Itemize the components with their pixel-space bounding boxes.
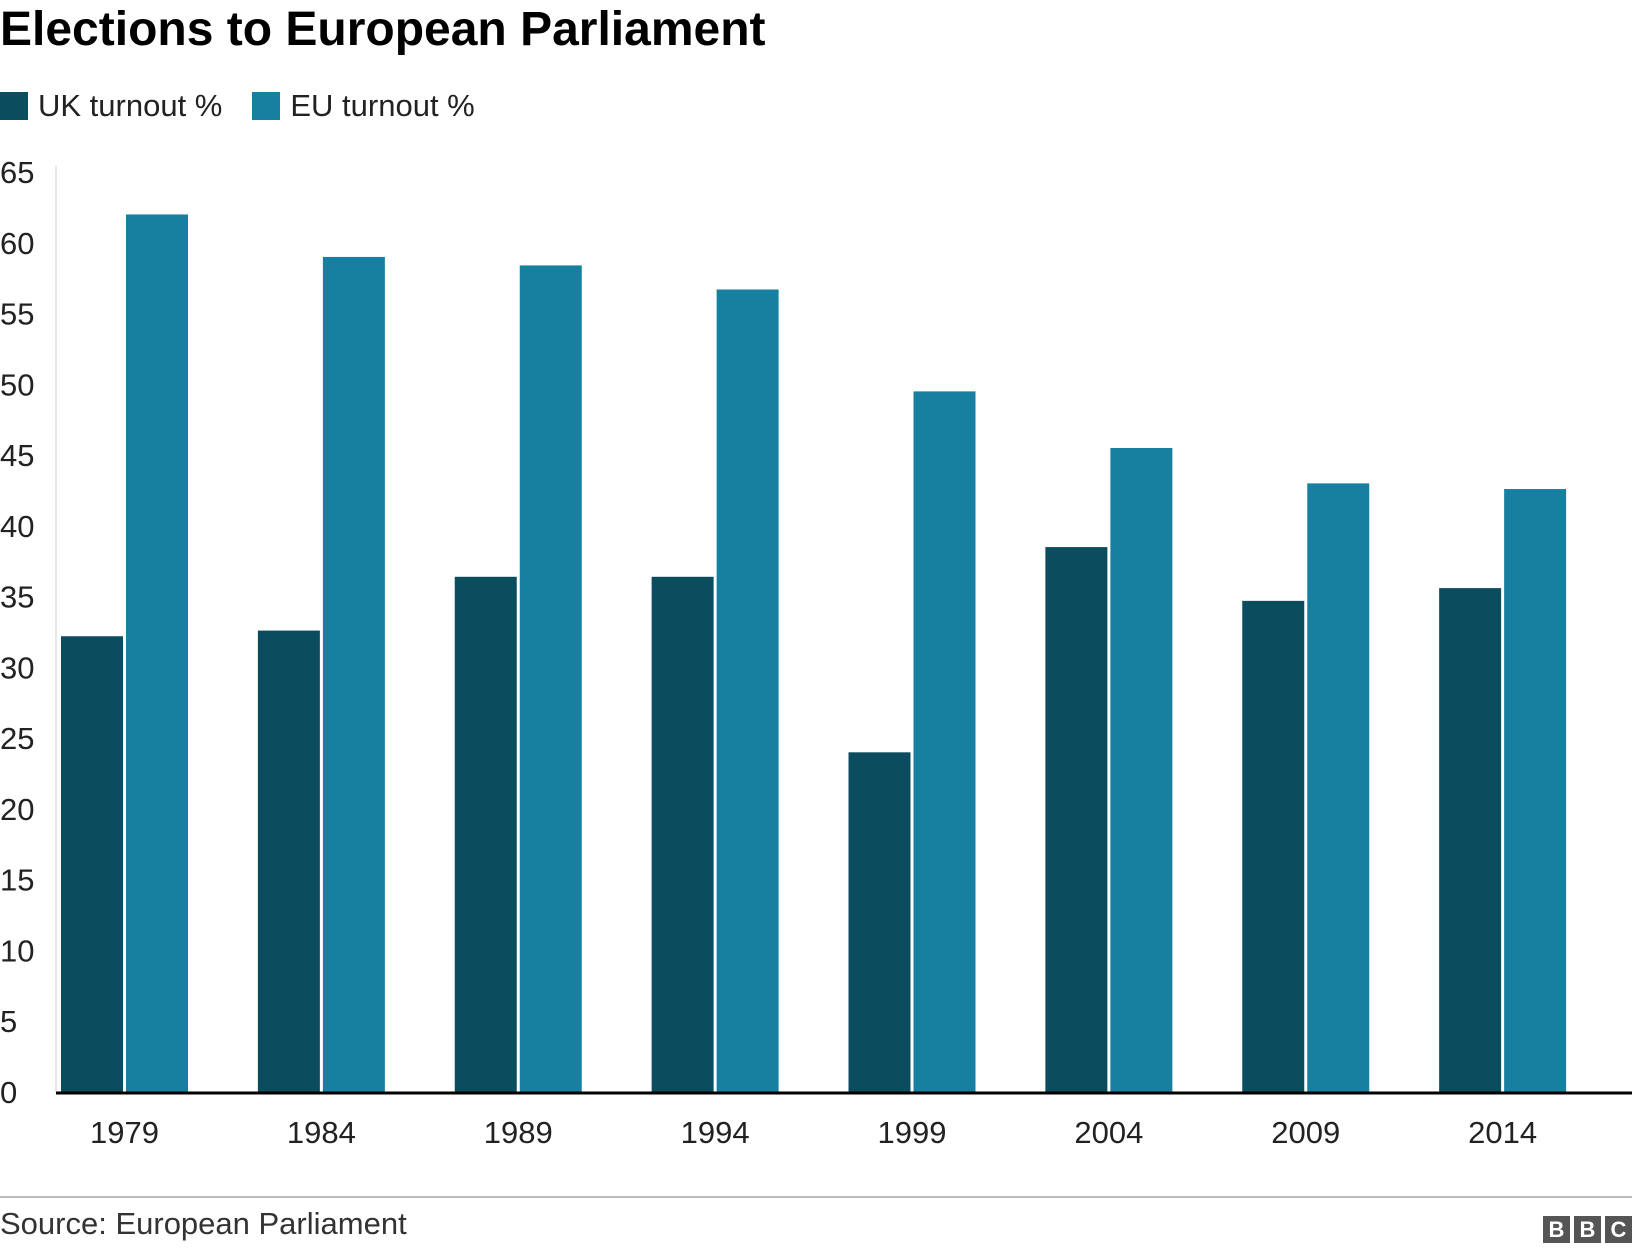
x-tick-label: 1989 <box>484 1115 553 1150</box>
y-tick-label: 40 <box>0 509 34 544</box>
bar-eu-2004 <box>1110 448 1173 1092</box>
bar-uk-1984 <box>257 630 320 1092</box>
legend-item-uk: UK turnout % <box>0 88 222 124</box>
legend-swatch-uk <box>0 92 28 120</box>
bar-uk-2004 <box>1045 547 1108 1092</box>
bar-uk-1989 <box>454 576 517 1092</box>
y-tick-label: 65 <box>0 155 34 190</box>
y-tick-label: 10 <box>0 933 34 968</box>
bar-uk-1994 <box>651 576 714 1092</box>
y-tick-label: 15 <box>0 863 34 898</box>
bar-uk-1999 <box>848 752 911 1092</box>
y-tick-label: 25 <box>0 721 34 756</box>
legend-label-eu: EU turnout % <box>290 88 475 123</box>
bar-eu-1979 <box>126 214 188 1092</box>
footer-divider <box>0 1196 1632 1198</box>
bbc-logo: B B C <box>1539 1216 1632 1243</box>
y-tick-label: 50 <box>0 367 34 402</box>
bar-eu-2009 <box>1307 483 1370 1092</box>
bar-uk-1979 <box>61 636 123 1092</box>
y-tick-label: 0 <box>0 1075 17 1110</box>
legend-label-uk: UK turnout % <box>38 88 223 123</box>
x-tick-label: 1999 <box>878 1115 947 1150</box>
bar-eu-2014 <box>1504 489 1567 1092</box>
legend: UK turnout % EU turnout % <box>0 88 505 124</box>
y-tick-label: 35 <box>0 580 34 615</box>
x-tick-label: 2009 <box>1271 1115 1340 1150</box>
x-tick-label: 1979 <box>90 1115 159 1150</box>
legend-swatch-eu <box>252 92 281 120</box>
y-tick-label: 55 <box>0 297 34 332</box>
bar-uk-2014 <box>1439 588 1502 1092</box>
bar-eu-1989 <box>519 265 582 1092</box>
bar-uk-2009 <box>1242 600 1305 1092</box>
logo-letter-b1: B <box>1543 1216 1570 1243</box>
x-tick-label: 1994 <box>681 1115 750 1150</box>
y-tick-label: 45 <box>0 438 34 473</box>
logo-letter-c: C <box>1605 1216 1632 1243</box>
y-tick-label: 60 <box>0 226 34 261</box>
x-tick-label: 2004 <box>1074 1115 1143 1150</box>
y-tick-label: 20 <box>0 792 34 827</box>
bar-eu-1994 <box>716 289 779 1092</box>
bar-eu-1999 <box>913 391 976 1092</box>
bar-chart: 0 5 10 15 20 25 30 35 40 45 50 55 60 65 1979 1984 1989 19… <box>0 155 1632 1150</box>
bar-eu-1984 <box>322 256 385 1092</box>
chart-title: Elections to European Parliament <box>0 3 766 56</box>
x-tick-label: 1984 <box>287 1115 356 1150</box>
y-tick-label: 30 <box>0 650 34 685</box>
x-tick-label: 2014 <box>1468 1115 1537 1150</box>
source-note: Source: European Parliament <box>0 1206 407 1241</box>
legend-item-eu: EU turnout % <box>252 88 475 124</box>
y-tick-label: 5 <box>0 1004 17 1039</box>
logo-letter-b2: B <box>1574 1216 1601 1243</box>
